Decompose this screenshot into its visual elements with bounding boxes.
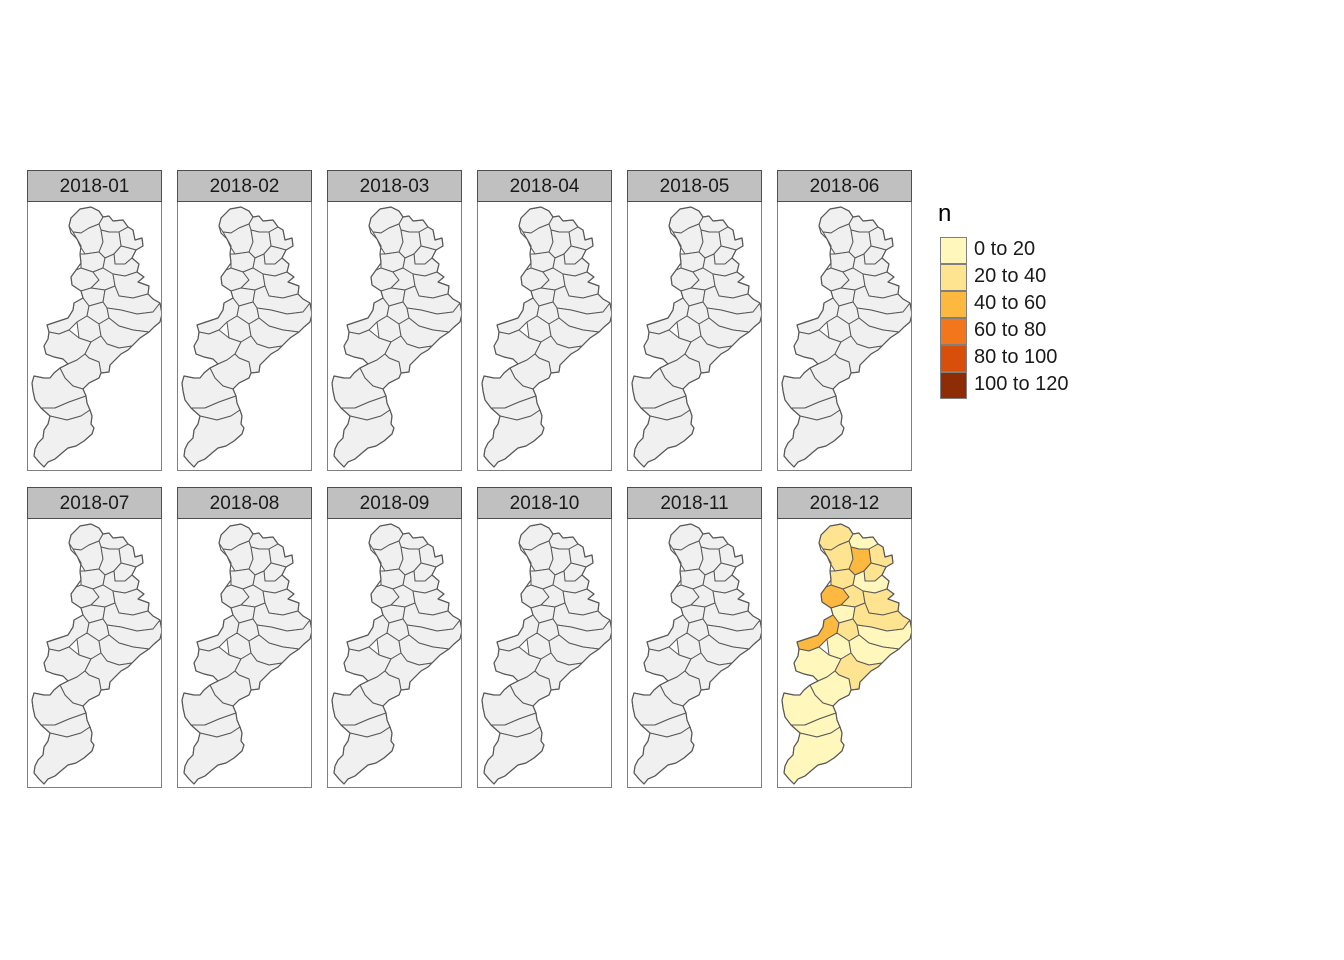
map-frame [777,519,912,788]
map-panel-2018-02: 2018-02 [177,170,312,471]
district-map [181,523,311,785]
panel-strip: 2018-04 [477,170,612,202]
map-panel-2018-03: 2018-03 [327,170,462,471]
panel-label: 2018-10 [509,493,580,514]
panel-strip: 2018-07 [27,487,162,519]
panel-strip: 2018-05 [627,170,762,202]
map-frame [627,202,762,471]
panel-label: 2018-12 [809,493,880,514]
district-map [781,523,911,785]
city-outline [631,523,761,785]
panel-strip: 2018-10 [477,487,612,519]
map-frame [627,519,762,788]
district-map [631,206,761,468]
city-outline [31,206,161,468]
legend-label: 20 to 40 [974,265,1047,287]
legend-swatch [940,318,967,345]
legend-item: 60 to 80 [940,318,1100,345]
legend-swatch [940,291,967,318]
city-outline [781,523,911,785]
panel-strip: 2018-03 [327,170,462,202]
panel-label: 2018-04 [509,176,580,197]
panel-label: 2018-03 [359,176,430,197]
legend-swatch [940,372,967,399]
map-panel-2018-11: 2018-11 [627,487,762,788]
city-outline [631,206,761,468]
district-map [331,206,461,468]
city-outline [481,206,611,468]
legend-swatch [940,345,967,372]
legend-label: 40 to 60 [974,292,1047,314]
panel-label: 2018-02 [209,176,280,197]
district-map [481,523,611,785]
map-panel-2018-08: 2018-08 [177,487,312,788]
legend-swatch [940,237,967,264]
panel-label: 2018-09 [359,493,430,514]
panel-label: 2018-06 [809,176,880,197]
district-map [31,523,161,785]
panel-strip: 2018-09 [327,487,462,519]
city-outline [181,206,311,468]
map-panel-2018-12: 2018-12 [777,487,912,788]
legend-label: 60 to 80 [974,319,1047,341]
map-frame [477,519,612,788]
district-map [631,523,761,785]
panel-label: 2018-11 [660,493,729,514]
panel-label: 2018-07 [59,493,130,514]
panel-strip: 2018-12 [777,487,912,519]
map-frame [327,202,462,471]
legend-label: 0 to 20 [974,238,1036,260]
city-outline [31,523,161,785]
district-map [181,206,311,468]
legend-title: n [938,200,952,227]
district-map [31,206,161,468]
map-frame [777,202,912,471]
legend-label: 100 to 120 [974,373,1069,395]
map-panel-2018-05: 2018-05 [627,170,762,471]
panel-strip: 2018-11 [627,487,762,519]
map-frame [177,202,312,471]
city-outline [331,523,461,785]
legend-item: 80 to 100 [940,345,1100,372]
map-frame [177,519,312,788]
legend-item: 0 to 20 [940,237,1100,264]
city-outline [781,206,911,468]
map-panel-2018-07: 2018-07 [27,487,162,788]
legend-label: 80 to 100 [974,346,1058,368]
map-panel-2018-01: 2018-01 [27,170,162,471]
city-outline [331,206,461,468]
map-frame [327,519,462,788]
map-panel-2018-10: 2018-10 [477,487,612,788]
map-frame [27,519,162,788]
panel-strip: 2018-01 [27,170,162,202]
panel-label: 2018-08 [209,493,280,514]
legend-item: 40 to 60 [940,291,1100,318]
panel-label: 2018-01 [59,176,130,197]
map-panel-2018-04: 2018-04 [477,170,612,471]
map-panel-2018-06: 2018-06 [777,170,912,471]
district-map [781,206,911,468]
legend-item: 20 to 40 [940,264,1100,291]
panel-label: 2018-05 [659,176,730,197]
map-frame [27,202,162,471]
panel-strip: 2018-08 [177,487,312,519]
district-map [481,206,611,468]
map-frame [477,202,612,471]
panel-strip: 2018-02 [177,170,312,202]
panel-strip: 2018-06 [777,170,912,202]
map-panel-2018-09: 2018-09 [327,487,462,788]
map-legend: n 0 to 20 20 to 40 40 to 60 60 to 80 80 … [938,200,1100,410]
city-outline [481,523,611,785]
legend-swatch [940,264,967,291]
district-map [331,523,461,785]
city-outline [181,523,311,785]
legend-item: 100 to 120 [940,372,1100,399]
